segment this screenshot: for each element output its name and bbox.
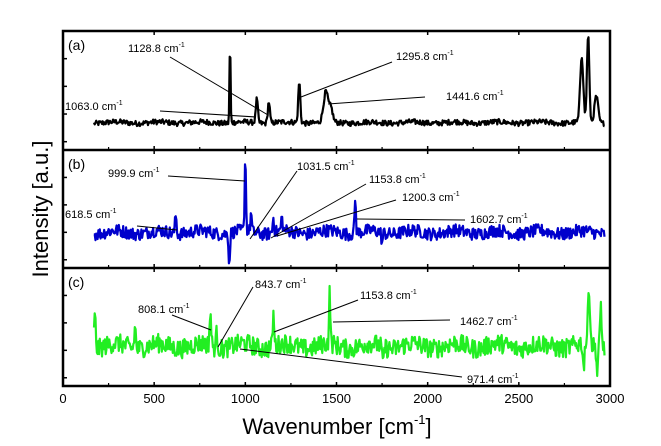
peak-value: 971.4 cm (467, 374, 512, 386)
peak-unit-sup: -1 (512, 373, 518, 380)
peak-value: 999.9 cm (108, 168, 153, 180)
peak-unit-sup: -1 (420, 173, 426, 180)
peak-unit-sup: -1 (511, 315, 517, 322)
peak-annotation: 618.5 cm-1 (65, 208, 117, 221)
spectrum-line-0 (92, 36, 605, 128)
peak-unit-sup: -1 (300, 278, 306, 285)
annotation-leader (332, 319, 451, 323)
x-tick-label: 1500 (322, 391, 351, 406)
x-tick-label: 1000 (231, 391, 260, 406)
peak-annotation: 1031.5 cm-1 (297, 160, 355, 173)
annotation-leader (276, 199, 397, 237)
peak-unit-sup: -1 (453, 191, 459, 198)
x-axis-ticks: 0 500 1000 1500 2000 2500 3000 (59, 31, 624, 406)
x-tick-label: 2000 (413, 391, 442, 406)
x-axis-title-main: Wavenumber [cm (242, 414, 414, 439)
panel-label: (b) (68, 156, 85, 172)
peak-unit-sup: -1 (153, 167, 159, 174)
y-axis-title: Intensity [a.u.] (28, 141, 53, 278)
peak-annotation: 971.4 cm-1 (467, 373, 519, 386)
annotation-leader (249, 170, 298, 240)
peak-value: 1462.7 cm (460, 316, 511, 328)
peak-value: 1200.3 cm (402, 192, 453, 204)
peak-value: 1441.6 cm (446, 91, 497, 103)
x-axis-title: Wavenumber [cm-1] (242, 412, 431, 439)
peak-unit-sup: -1 (116, 100, 122, 107)
x-tick-label: 500 (143, 391, 165, 406)
annotation-leader (273, 299, 359, 333)
x-tick-label: 3000 (596, 391, 625, 406)
peak-value: 808.1 cm (138, 304, 183, 316)
panel-label: (a) (68, 37, 85, 53)
annotation-leader (167, 175, 246, 182)
panel-label: (c) (68, 274, 84, 290)
annotation-leader (239, 348, 463, 378)
peak-value: 1128.8 cm (128, 43, 179, 55)
x-axis-title-sup: -1 (414, 412, 426, 427)
peak-annotation: 1462.7 cm-1 (460, 315, 518, 328)
peak-annotation: 1153.8 cm-1 (369, 173, 426, 186)
annotation-leader (300, 61, 393, 98)
annotation-leader (327, 96, 426, 105)
peak-annotation: 1200.3 cm-1 (402, 191, 460, 204)
peak-value: 618.5 cm (65, 209, 110, 221)
annotation-leader (171, 314, 212, 331)
plot-frame (61, 29, 612, 388)
spectrum-line-2 (92, 284, 606, 378)
peak-annotation: 1063.0 cm-1 (65, 100, 123, 113)
peak-unit-sup: -1 (348, 160, 354, 167)
peak-annotation: 843.7 cm-1 (255, 278, 307, 291)
peak-annotation: 1441.6 cm-1 (446, 90, 504, 103)
x-tick-label: 0 (59, 391, 66, 406)
peak-value: 1153.8 cm (360, 290, 411, 302)
peak-unit-sup: -1 (497, 90, 503, 97)
peak-annotation: 808.1 cm-1 (138, 303, 190, 316)
annotation-leader (217, 286, 254, 348)
peak-annotation: 1295.8 cm-1 (396, 50, 454, 63)
peak-annotation: 1602.7 cm-1 (470, 213, 528, 226)
peak-unit-sup: -1 (179, 42, 185, 49)
peak-unit-sup: -1 (411, 289, 417, 296)
annotation-leader (136, 225, 178, 231)
peak-annotation: 999.9 cm-1 (108, 167, 160, 180)
annotation-leader (169, 56, 269, 116)
peak-value: 1153.8 cm (369, 174, 420, 186)
peak-unit-sup: -1 (521, 213, 527, 220)
x-tick-label: 2500 (504, 391, 533, 406)
peak-value: 1295.8 cm (396, 51, 447, 63)
peak-value: 1031.5 cm (297, 161, 348, 173)
peak-unit-sup: -1 (110, 208, 116, 215)
peak-value: 1063.0 cm (65, 101, 116, 113)
peak-value: 1602.7 cm (470, 214, 521, 226)
peak-unit-sup: -1 (183, 303, 189, 310)
peak-unit-sup: -1 (447, 50, 453, 57)
x-axis-title-close: ] (426, 414, 432, 439)
frame-layer (61, 29, 612, 388)
annotation-leader (356, 218, 466, 221)
annotation-leader (159, 110, 257, 118)
peak-annotation: 1153.8 cm-1 (360, 289, 417, 302)
annotation-leader (270, 183, 367, 239)
peak-value: 843.7 cm (255, 279, 300, 291)
spectrum-line-1 (93, 163, 606, 265)
peak-annotation: 1128.8 cm-1 (128, 42, 185, 55)
